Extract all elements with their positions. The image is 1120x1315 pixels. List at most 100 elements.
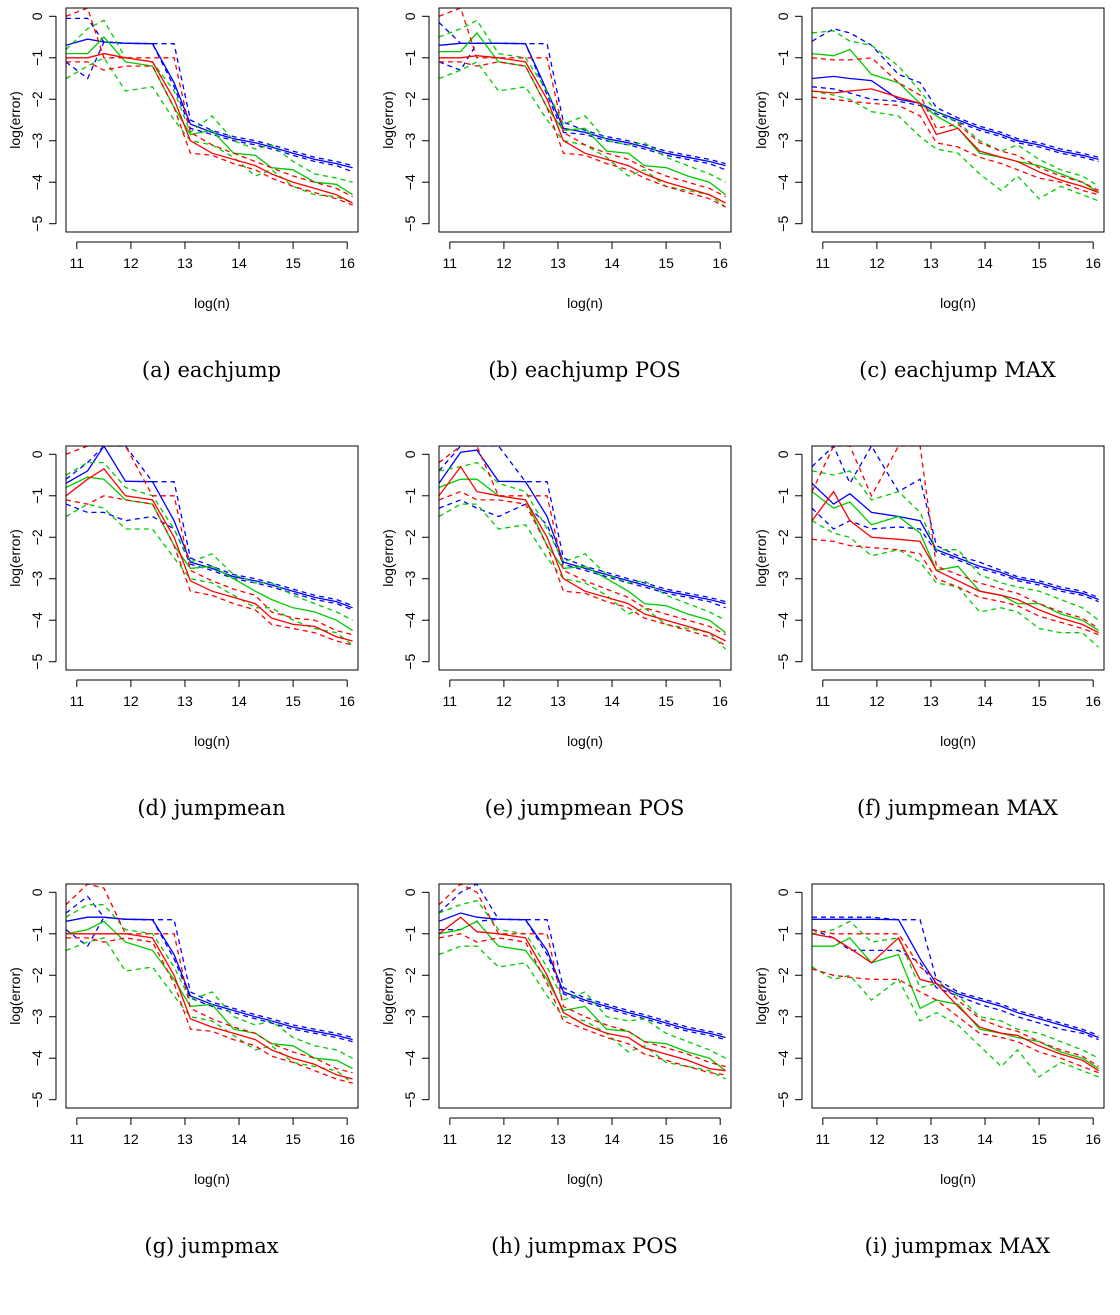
y-tick-label: −3 <box>775 1009 791 1025</box>
chart-caption: (c) eachjump MAX <box>859 358 1056 382</box>
y-tick-label: −1 <box>29 926 45 942</box>
x-tick-label: 14 <box>604 693 620 709</box>
series-line-blue-dashed <box>66 41 353 173</box>
series-group <box>439 884 726 1080</box>
y-tick-label: −3 <box>29 1009 45 1025</box>
x-tick-label: 12 <box>496 255 512 271</box>
y-tick-label: −2 <box>775 529 791 545</box>
chart-caption: (h) jumpmax POS <box>491 1234 678 1258</box>
series-line-red-dashed <box>66 61 353 206</box>
y-tick-label: −5 <box>29 216 45 232</box>
x-tick-label: 11 <box>70 693 85 709</box>
y-axis-label: log(error) <box>7 91 23 149</box>
x-axis-label: log(n) <box>940 1171 976 1187</box>
series-line-red-dashed <box>439 884 726 1068</box>
y-tick-label: −4 <box>29 1050 45 1066</box>
series-line-red-dashed <box>812 538 1099 636</box>
x-tick-label: 15 <box>1031 255 1047 271</box>
x-axis-label: log(n) <box>194 295 230 311</box>
y-axis-label: log(error) <box>380 91 396 149</box>
series-line-green-dashed <box>66 461 353 621</box>
chart-svg: 0 −1 −2 −3 −4 −5 log(error) 11 12 13 14 15 16 log(n) <box>7 883 359 1187</box>
x-tick-label: 16 <box>1085 693 1101 709</box>
y-tick-label: −5 <box>402 654 418 670</box>
series-group <box>439 8 726 208</box>
x-tick-label: 16 <box>712 255 728 271</box>
chart-caption: (i) jumpmax MAX <box>864 1234 1051 1258</box>
plot-frame <box>811 883 1105 1109</box>
x-tick-label: 15 <box>285 693 301 709</box>
series-line-green-dashed <box>812 90 1099 202</box>
x-tick-label: 11 <box>443 1131 458 1147</box>
x-tick-label: 11 <box>816 255 831 271</box>
series-line-red-dashed <box>439 490 726 646</box>
y-tick-label: −5 <box>402 1092 418 1108</box>
plot-frame <box>65 445 359 671</box>
x-tick-label: 13 <box>177 255 193 271</box>
x-tick-label: 13 <box>923 1131 939 1147</box>
chart-panel: 0 −1 −2 −3 −4 −5 log(error) 11 12 13 14 15 16 log(n) (… <box>0 0 373 438</box>
x-tick-label: 14 <box>977 255 993 271</box>
series-line-green-dashed <box>812 520 1100 648</box>
series-line-blue <box>439 42 726 167</box>
x-tick-label: 14 <box>231 1131 247 1147</box>
series-line-green <box>439 920 726 1072</box>
x-tick-label: 15 <box>1031 1131 1047 1147</box>
x-tick-label: 16 <box>1085 255 1101 271</box>
y-tick-label: −1 <box>29 50 45 66</box>
series-line-blue-dashed <box>812 507 1099 603</box>
series-line-red <box>812 88 1099 194</box>
chart-caption: (a) eachjump <box>141 358 282 382</box>
y-tick-label: −1 <box>402 50 418 66</box>
x-tick-label: 14 <box>604 255 620 271</box>
series-line-green-dashed <box>439 945 726 1080</box>
y-axis-label: log(error) <box>7 967 23 1025</box>
chart-svg: 0 −1 −2 −3 −4 −5 log(error) 11 12 13 14 15 16 log(n) <box>753 883 1105 1187</box>
x-tick-label: 16 <box>339 1131 355 1147</box>
x-axis-label: log(n) <box>940 295 976 311</box>
x-tick-label: 12 <box>496 693 512 709</box>
series-line-green-dashed <box>439 899 726 1059</box>
x-tick-label: 11 <box>443 255 458 271</box>
series-line-blue-dashed <box>439 918 726 1041</box>
y-tick-label: −4 <box>402 174 418 190</box>
series-line-red-dashed <box>812 928 1099 1068</box>
chart-svg: 0 −1 −2 −3 −4 −5 log(error) 11 12 13 14 15 16 log(n) <box>380 883 732 1187</box>
series-line-red <box>439 465 726 642</box>
y-tick-label: 0 <box>29 450 45 458</box>
x-tick-label: 14 <box>231 255 247 271</box>
x-tick-label: 16 <box>1085 1131 1101 1147</box>
y-tick-label: −3 <box>402 133 418 149</box>
x-tick-label: 16 <box>712 693 728 709</box>
x-tick-label: 11 <box>70 255 85 271</box>
y-axis-label: log(error) <box>753 529 769 587</box>
series-line-blue-dashed <box>439 446 726 603</box>
series-line-blue-dashed <box>66 503 353 611</box>
series-group <box>66 446 353 646</box>
x-tick-label: 13 <box>177 693 193 709</box>
series-line-blue-dashed <box>439 22 726 165</box>
y-tick-label: 0 <box>29 12 45 20</box>
chart-panel: 0 −1 −2 −3 −4 −5 log(error) 11 12 13 14 15 16 log(n) (… <box>746 438 1119 876</box>
series-line-blue <box>812 75 1099 161</box>
series-line-blue-dashed <box>812 28 1099 158</box>
y-tick-label: −2 <box>775 91 791 107</box>
y-tick-label: −5 <box>775 216 791 232</box>
chart-caption: (f) jumpmean MAX <box>857 796 1058 820</box>
series-line-blue-dashed <box>812 86 1099 163</box>
series-line-green <box>66 36 353 196</box>
x-tick-label: 11 <box>70 1131 85 1147</box>
series-line-red <box>812 490 1099 634</box>
y-tick-label: −5 <box>775 654 791 670</box>
chart-svg: 0 −1 −2 −3 −4 −5 log(error) 11 12 13 14 15 16 log(n) <box>380 445 732 749</box>
series-group <box>66 8 353 206</box>
series-line-blue <box>439 449 726 605</box>
x-tick-label: 13 <box>550 255 566 271</box>
series-group <box>812 916 1099 1078</box>
series-line-green-dashed <box>812 470 1099 621</box>
series-line-red-dashed <box>439 8 726 198</box>
y-tick-label: 0 <box>775 450 791 458</box>
chart-caption: (g) jumpmax <box>144 1234 279 1258</box>
series-line-green-dashed <box>812 966 1099 1078</box>
series-line-green <box>66 476 353 632</box>
